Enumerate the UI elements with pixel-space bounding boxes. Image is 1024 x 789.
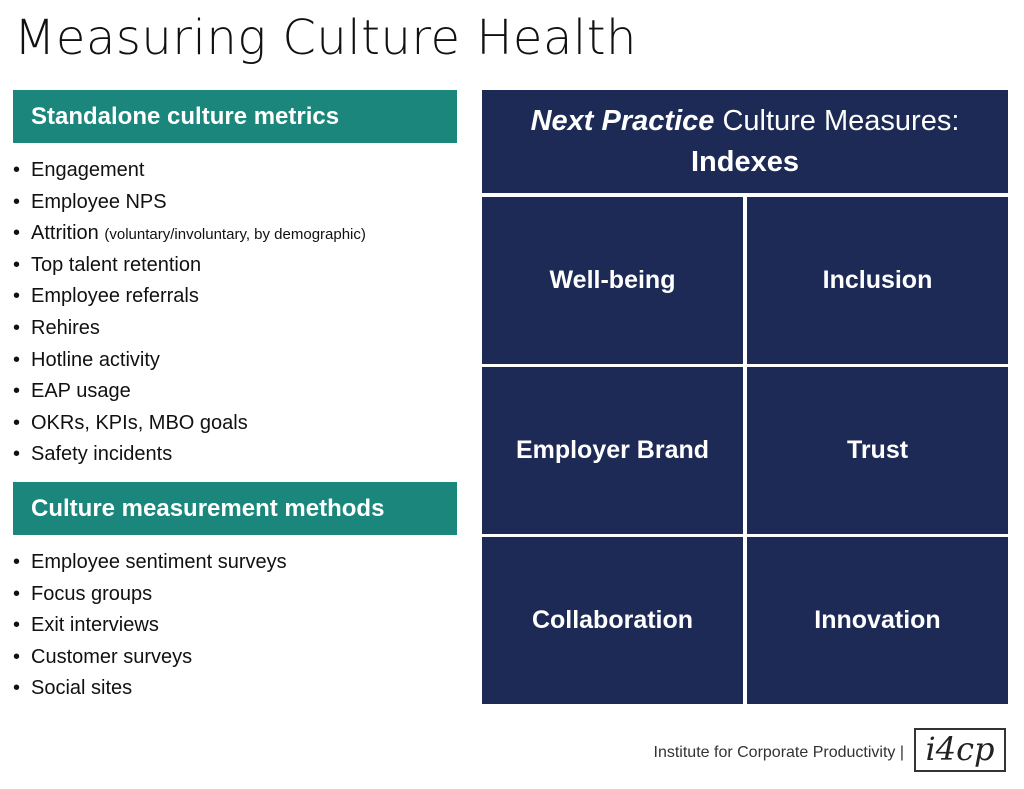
header-emphasis: Next Practice	[530, 105, 715, 137]
item-text: Attrition	[31, 222, 99, 245]
index-grid: Well-being Inclusion Employer Brand Trust Co…	[482, 197, 1008, 704]
list-item: Attrition (voluntary/involuntary, by dem…	[13, 218, 366, 250]
index-cell: Inclusion	[747, 197, 1008, 364]
list-item: Safety incidents	[13, 439, 366, 471]
footer-org: Institute for Corporate Productivity |	[653, 744, 904, 761]
indexes-header: Next Practice Culture Measures: Indexes	[482, 90, 1008, 193]
list-item: Engagement	[13, 155, 366, 187]
list-item: Customer surveys	[13, 642, 287, 674]
list-item: Employee NPS	[13, 187, 366, 219]
logo: i4cp	[914, 728, 1006, 772]
list-item: Focus groups	[13, 579, 287, 611]
list-item: EAP usage	[13, 376, 366, 408]
item-note: (voluntary/involuntary, by demographic)	[104, 226, 366, 244]
method-list: Employee sentiment surveysFocus groupsEx…	[13, 547, 287, 705]
list-item: Employee referrals	[13, 281, 366, 313]
index-cell: Employer Brand	[482, 367, 743, 534]
header-subtitle: Indexes	[691, 146, 799, 178]
index-cell: Collaboration	[482, 537, 743, 704]
metric-list: EngagementEmployee NPSAttrition (volunta…	[13, 155, 366, 471]
index-cell: Innovation	[747, 537, 1008, 704]
list-item: Hotline activity	[13, 345, 366, 377]
header-text: Culture Measures:	[722, 105, 960, 137]
list-item: Rehires	[13, 313, 366, 345]
list-item: Social sites	[13, 673, 287, 705]
list-item: Exit interviews	[13, 610, 287, 642]
page-title: Measuring Culture Health	[14, 10, 637, 66]
section-heading: Standalone culture metrics	[13, 90, 457, 143]
section-heading: Culture measurement methods	[13, 482, 457, 535]
list-item: Top talent retention	[13, 250, 366, 282]
list-item: OKRs, KPIs, MBO goals	[13, 408, 366, 440]
index-cell: Trust	[747, 367, 1008, 534]
list-item: Employee sentiment surveys	[13, 547, 287, 579]
index-cell: Well-being	[482, 197, 743, 364]
